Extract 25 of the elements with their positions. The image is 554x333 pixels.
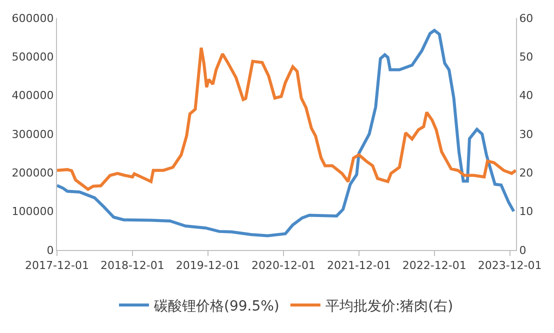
x-tick-label: 2022-12-01 xyxy=(402,259,466,272)
x-tick-label: 2021-12-01 xyxy=(326,259,391,272)
y-tick-label: 200000 xyxy=(12,166,54,180)
x-tick-label: 2019-12-01 xyxy=(176,259,240,272)
y-tick-label: 100000 xyxy=(12,205,54,218)
legend-label: 平均批发价:猪肉(右) xyxy=(325,298,454,314)
line-series xyxy=(57,28,516,238)
x-tick-label: 2020-12-01 xyxy=(252,259,316,272)
y2-tick-label: 40 xyxy=(519,89,534,102)
y-tick-label: 500000 xyxy=(12,50,54,64)
y-tick-label: 400000 xyxy=(12,89,54,102)
y2-tick-label: 50 xyxy=(519,50,534,64)
legend-label: 碳酸锂价格(99.5%) xyxy=(153,298,280,314)
y-tick-label: 600000 xyxy=(12,12,54,25)
x-tick-label: 2017-12-01 xyxy=(25,259,89,272)
line-series xyxy=(57,46,516,191)
y2-tick-label: 0 xyxy=(519,244,526,257)
y-tick-label: 0 xyxy=(46,244,54,257)
x-tick-label: 2018-12-01 xyxy=(100,259,164,272)
y2-tick-label: 10 xyxy=(519,205,534,218)
y2-tick-label: 20 xyxy=(519,166,534,180)
y2-tick-label: 60 xyxy=(519,12,534,25)
y-tick-label: 300000 xyxy=(12,128,54,141)
x-tick-label: 2023-12-01 xyxy=(478,259,542,272)
y2-tick-label: 30 xyxy=(519,128,534,141)
